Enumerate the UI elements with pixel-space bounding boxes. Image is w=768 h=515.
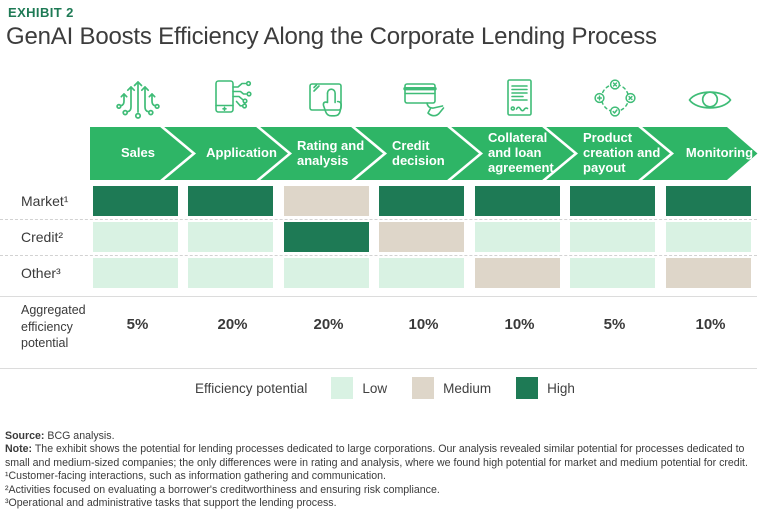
footnote-3: ³Operational and administrative tasks th… <box>5 497 337 510</box>
stage-label: Monitoring <box>679 127 760 180</box>
stage-label: Rating and analysis <box>297 127 378 180</box>
matrix-cell-low <box>284 258 369 288</box>
legend-label: Medium <box>443 380 492 396</box>
matrix-cell-medium <box>379 222 464 252</box>
credit-card-hand-icon <box>400 76 448 124</box>
matrix-cell-low <box>188 222 273 252</box>
matrix-cell-low <box>570 258 655 288</box>
matrix-cell-low <box>93 258 178 288</box>
matrix-cell-high <box>284 222 369 252</box>
note-line: Note: The exhibit shows the potential fo… <box>5 443 764 470</box>
stage-label: Product creation and payout <box>583 127 664 180</box>
aggregated-value: 5% <box>603 316 626 333</box>
stage-label: Credit decision <box>392 127 473 180</box>
process-cycle-icon <box>591 76 639 124</box>
legend-items: Low Medium High <box>331 377 600 399</box>
matrix-cell-medium <box>666 258 751 288</box>
row-label: Market¹ <box>21 193 69 209</box>
aggregated-value: 10% <box>408 316 439 333</box>
legend-swatch-low <box>331 377 354 399</box>
stage-label-text: Sales <box>121 145 155 161</box>
note-text: The exhibit shows the potential for lend… <box>5 443 748 469</box>
matrix-cell-low <box>93 222 178 252</box>
stage-label-text: Rating and analysis <box>297 137 365 168</box>
aggregated-value: 5% <box>126 316 149 333</box>
row-label: Other³ <box>21 265 61 281</box>
eye-icon <box>686 76 734 124</box>
stage-label: Sales <box>94 127 182 180</box>
footnotes: Source: BCG analysis. Note: The exhibit … <box>5 430 764 510</box>
aggregated-value: 10% <box>504 316 535 333</box>
matrix-cell-medium <box>475 258 560 288</box>
stage-label-text: Credit decision <box>392 137 445 168</box>
legend-swatch-medium <box>412 377 435 399</box>
footnote-1: ¹Customer-facing interactions, such as i… <box>5 470 386 483</box>
aggregated-label: Aggregated efficiency potential <box>21 303 86 351</box>
footnote-2: ²Activities focused on evaluating a borr… <box>5 483 440 496</box>
row-divider <box>0 255 757 256</box>
matrix-cell-high <box>188 186 273 216</box>
source-label: Source: <box>5 430 45 442</box>
legend-swatch-high <box>516 377 539 399</box>
aggregated-value: 10% <box>695 316 726 333</box>
matrix-cell-high <box>666 186 751 216</box>
row-label: Credit² <box>21 229 64 245</box>
stage-label-text: Collateral and loan agreement <box>488 130 554 175</box>
legend-item-high: High <box>516 377 575 399</box>
matrix-cell-high <box>379 186 464 216</box>
phone-circuit-icon <box>209 76 257 124</box>
matrix-cell-high <box>93 186 178 216</box>
section-divider <box>0 368 757 369</box>
stage-label-text: Application <box>206 145 277 161</box>
matrix-cell-low <box>475 222 560 252</box>
legend-title: Efficiency potential <box>195 380 308 396</box>
source-text: BCG analysis. <box>44 430 115 442</box>
note-label: Note: <box>5 443 33 456</box>
stage-label: Collateral and loan agreement <box>488 127 569 180</box>
exhibit-label: EXHIBIT 2 <box>8 5 74 20</box>
matrix-cell-low <box>188 258 273 288</box>
legend-label: High <box>547 380 575 396</box>
legend: Efficiency potential Low Medium High <box>195 376 600 400</box>
matrix-cell-high <box>570 186 655 216</box>
signed-document-icon <box>495 76 543 124</box>
stage-label: Application <box>201 127 282 180</box>
aggregated-value: 20% <box>217 316 248 333</box>
legend-label: Low <box>362 380 388 396</box>
stage-label-text: Product creation and payout <box>583 130 661 175</box>
touch-screen-icon <box>305 76 353 124</box>
growth-arrows-icon <box>114 76 162 124</box>
process-arrow-bar: Sales Application Rating and analysis Credi… <box>90 127 768 180</box>
matrix-cell-high <box>475 186 560 216</box>
aggregated-value: 20% <box>313 316 344 333</box>
stage-label-text: Monitoring <box>685 145 754 161</box>
matrix-cell-low <box>666 222 751 252</box>
row-divider <box>0 219 757 220</box>
matrix-cell-medium <box>284 186 369 216</box>
source-line: Source: BCG analysis. <box>5 430 764 443</box>
legend-item-low: Low <box>331 377 387 399</box>
page-title: GenAI Boosts Efficiency Along the Corpor… <box>6 23 657 50</box>
section-divider <box>0 296 757 297</box>
matrix-cell-low <box>570 222 655 252</box>
legend-item-medium: Medium <box>412 377 491 399</box>
matrix-cell-low <box>379 258 464 288</box>
